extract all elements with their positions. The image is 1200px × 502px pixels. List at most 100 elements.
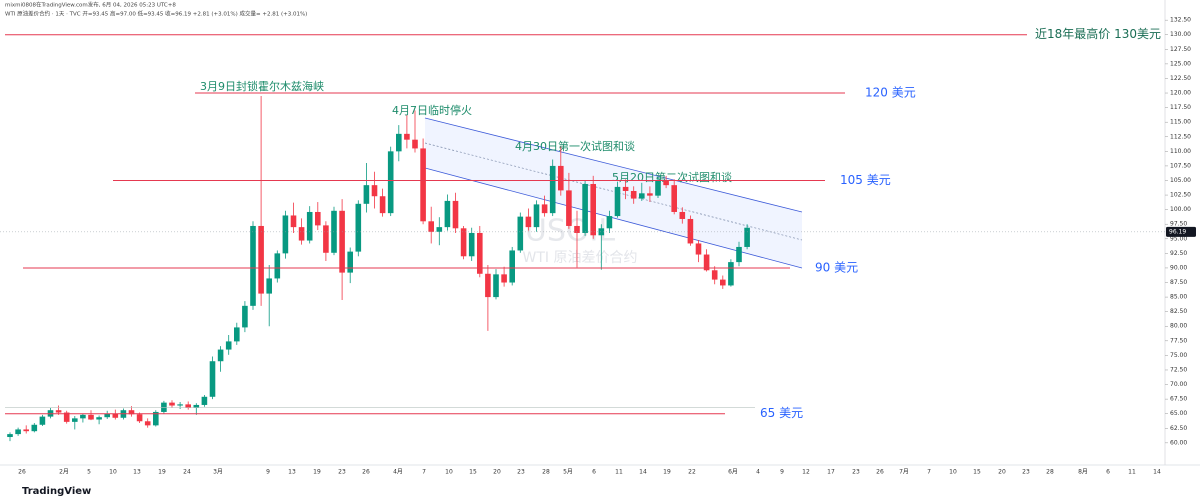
candle-body	[144, 421, 151, 426]
candle-body	[185, 404, 191, 408]
x-tick-label: 6	[1106, 469, 1110, 476]
x-tick-label: 14	[1153, 469, 1161, 476]
x-tick-label: 10	[445, 469, 453, 476]
x-tick-label: 26	[362, 469, 370, 476]
y-tick-label: 87.50	[1170, 279, 1187, 286]
annotation: 4月7日临时停火	[392, 103, 472, 117]
x-tick-label: 23	[852, 469, 860, 476]
candle-body	[720, 279, 726, 286]
x-tick-label: 5	[87, 469, 91, 476]
candle-body	[468, 232, 475, 257]
x-tick-label: 9	[780, 469, 784, 476]
last-price-label: 96.19	[1169, 228, 1186, 235]
candle-body	[736, 246, 742, 263]
candle-body	[728, 262, 734, 286]
x-tick-label: 9	[266, 469, 270, 476]
candle-body	[460, 228, 467, 257]
x-tick-label: 22	[688, 469, 696, 476]
candle-body	[687, 218, 694, 244]
candle-body	[436, 227, 443, 232]
y-tick-label: 82.50	[1170, 308, 1187, 315]
candle-body	[379, 196, 386, 214]
candle-body	[598, 228, 605, 236]
candle-body	[541, 204, 548, 214]
candle-body	[15, 429, 21, 435]
candle-body	[315, 211, 321, 226]
candle-body	[695, 243, 702, 255]
x-tick-label: 4月	[393, 469, 403, 476]
candle-body	[242, 305, 248, 328]
y-tick-label: 75.00	[1170, 352, 1187, 359]
candle-body	[744, 227, 750, 247]
candle-body	[153, 411, 159, 426]
candle-body	[347, 251, 353, 273]
candle-body	[711, 270, 718, 280]
x-tick-label: 17	[827, 469, 835, 476]
y-tick-label: 117.50	[1170, 104, 1191, 111]
candle-body	[96, 417, 102, 420]
x-tick-label: 7	[422, 469, 426, 476]
candle-body	[104, 413, 110, 418]
candle-body	[23, 429, 29, 432]
candle-body	[63, 412, 70, 422]
candle-body	[647, 193, 653, 196]
x-tick-label: 10	[949, 469, 957, 476]
candle-body	[485, 273, 491, 298]
x-tick-label: 19	[158, 469, 166, 476]
y-tick-label: 95.00	[1170, 235, 1187, 242]
y-tick-label: 110.00	[1170, 148, 1191, 155]
x-tick-label: 12	[802, 469, 810, 476]
x-tick-label: 7	[927, 469, 931, 476]
candle-body	[630, 190, 637, 199]
candle-body	[306, 211, 313, 241]
annotation: 5月20日第二次试图和谈	[612, 170, 732, 184]
x-tick-label: 19	[313, 469, 321, 476]
candle-body	[31, 424, 38, 432]
y-tick-label: 125.00	[1170, 60, 1191, 67]
x-tick-label: 28	[542, 469, 550, 476]
x-tick-label: 20	[493, 469, 501, 476]
candle-body	[193, 404, 200, 408]
y-tick-label: 62.50	[1170, 425, 1187, 432]
candle-body	[323, 225, 329, 253]
x-tick-label: 26	[876, 469, 884, 476]
x-tick-label: 19	[663, 469, 671, 476]
candle-body	[339, 210, 345, 273]
x-tick-label: 7月	[899, 469, 909, 476]
candle-body	[517, 216, 524, 251]
candle-body	[663, 180, 669, 186]
candle-body	[655, 180, 661, 196]
candle-body	[201, 396, 208, 405]
x-tick-label: 6月	[728, 469, 738, 476]
candle-body	[209, 361, 216, 397]
symbol-line: WTI 原油差价合约 · 1天 · TVC 开=93.45 高=97.00 低=…	[5, 10, 307, 18]
x-tick-label: 20	[998, 469, 1006, 476]
candle-body	[428, 221, 434, 232]
y-tick-label: 97.50	[1170, 221, 1187, 228]
y-tick-label: 105.00	[1170, 177, 1191, 184]
candle-body	[533, 204, 540, 228]
candle-body	[363, 185, 370, 204]
y-tick-label: 132.50	[1170, 17, 1191, 24]
candle-body	[234, 327, 240, 342]
y-tick-label: 72.50	[1170, 366, 1187, 373]
y-tick-label: 90.00	[1170, 264, 1187, 271]
candle-body	[396, 133, 402, 152]
candle-body	[258, 225, 264, 294]
candle-body	[566, 190, 572, 226]
annotation: 3月9日封锁霍尔木兹海峡	[200, 79, 324, 93]
candle-body	[574, 225, 580, 233]
candle-body	[7, 434, 13, 438]
candle-body	[217, 349, 224, 362]
channel-fill	[425, 118, 802, 268]
x-tick-label: 13	[133, 469, 141, 476]
x-tick-label: 15	[469, 469, 477, 476]
candle-body	[161, 402, 167, 412]
candle-body	[177, 404, 183, 406]
candle-body	[549, 165, 556, 214]
price-level-label: 90 美元	[815, 260, 858, 274]
brand-logo: TradingView	[22, 486, 91, 497]
watermark-name: WTI 原油差价合约	[523, 250, 638, 266]
